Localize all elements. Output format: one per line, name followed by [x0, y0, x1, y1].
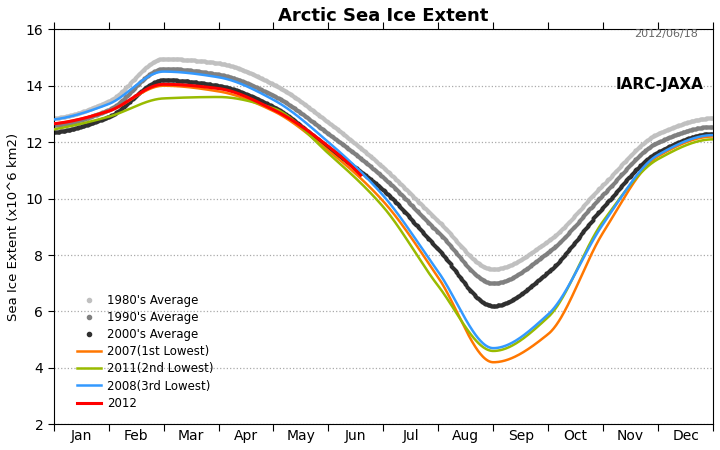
2012	[50, 121, 58, 126]
Line: 2000's Average: 2000's Average	[51, 77, 716, 308]
2011(2nd Lowest)	[451, 308, 459, 313]
2007(1st Lowest)	[159, 83, 168, 88]
2007(1st Lowest)	[433, 274, 442, 279]
1990's Average	[451, 248, 459, 254]
2007(1st Lowest)	[551, 324, 559, 329]
2008(3rd Lowest)	[489, 346, 498, 351]
1990's Average	[489, 280, 498, 286]
2000's Average	[433, 246, 442, 251]
Text: 2012/06/18: 2012/06/18	[634, 29, 698, 39]
1980's Average	[159, 56, 168, 62]
2011(2nd Lowest)	[470, 336, 479, 342]
2008(3rd Lowest)	[159, 69, 168, 74]
Y-axis label: Sea Ice Extent (x10^6 km2): Sea Ice Extent (x10^6 km2)	[7, 133, 20, 321]
1990's Average	[90, 113, 99, 118]
2008(3rd Lowest)	[433, 268, 442, 274]
2011(2nd Lowest)	[618, 191, 627, 197]
2000's Average	[551, 263, 559, 268]
2011(2nd Lowest)	[90, 118, 99, 123]
1990's Average	[708, 124, 717, 129]
2008(3rd Lowest)	[90, 107, 99, 112]
2011(2nd Lowest)	[489, 348, 498, 354]
2000's Average	[50, 130, 58, 135]
1980's Average	[50, 116, 58, 121]
2007(1st Lowest)	[618, 197, 627, 202]
2008(3rd Lowest)	[50, 117, 58, 122]
2000's Average	[708, 131, 717, 136]
1980's Average	[489, 266, 498, 272]
2008(3rd Lowest)	[451, 297, 459, 302]
1980's Average	[451, 236, 459, 242]
2008(3rd Lowest)	[708, 132, 717, 138]
1990's Average	[470, 271, 479, 276]
2007(1st Lowest)	[50, 121, 58, 126]
1980's Average	[90, 105, 99, 110]
2000's Average	[489, 303, 498, 309]
2008(3rd Lowest)	[470, 331, 479, 336]
2011(2nd Lowest)	[50, 127, 58, 132]
Line: 1990's Average: 1990's Average	[51, 66, 716, 286]
Line: 2011(2nd Lowest): 2011(2nd Lowest)	[54, 97, 713, 351]
1990's Average	[159, 66, 168, 72]
2011(2nd Lowest)	[433, 282, 442, 288]
2007(1st Lowest)	[708, 134, 717, 139]
1990's Average	[618, 170, 627, 176]
1980's Average	[618, 161, 627, 166]
1990's Average	[551, 243, 559, 249]
2007(1st Lowest)	[470, 343, 479, 348]
2008(3rd Lowest)	[618, 192, 627, 197]
Legend: 1980's Average, 1990's Average, 2000's Average, 2007(1st Lowest), 2011(2nd Lowes: 1980's Average, 1990's Average, 2000's A…	[73, 289, 218, 414]
1980's Average	[470, 257, 479, 263]
2007(1st Lowest)	[90, 112, 99, 118]
2007(1st Lowest)	[489, 360, 498, 365]
Text: IARC-JAXA: IARC-JAXA	[616, 76, 703, 92]
1980's Average	[708, 116, 717, 121]
Line: 2007(1st Lowest): 2007(1st Lowest)	[54, 86, 713, 362]
Line: 1980's Average: 1980's Average	[51, 56, 716, 272]
2007(1st Lowest)	[451, 305, 459, 310]
2000's Average	[451, 267, 459, 273]
1980's Average	[433, 218, 442, 223]
1980's Average	[551, 233, 559, 238]
2008(3rd Lowest)	[551, 304, 559, 309]
2011(2nd Lowest)	[708, 137, 717, 142]
Line: 2012: 2012	[54, 84, 361, 175]
Line: 2008(3rd Lowest): 2008(3rd Lowest)	[54, 72, 713, 348]
1990's Average	[433, 229, 442, 234]
1990's Average	[50, 122, 58, 128]
2000's Average	[90, 120, 99, 125]
2011(2nd Lowest)	[214, 94, 222, 100]
Title: Arctic Sea Ice Extent: Arctic Sea Ice Extent	[278, 7, 489, 25]
2012	[90, 113, 99, 118]
2000's Average	[618, 181, 627, 187]
2000's Average	[159, 77, 168, 83]
2000's Average	[470, 292, 479, 298]
2011(2nd Lowest)	[551, 306, 559, 311]
